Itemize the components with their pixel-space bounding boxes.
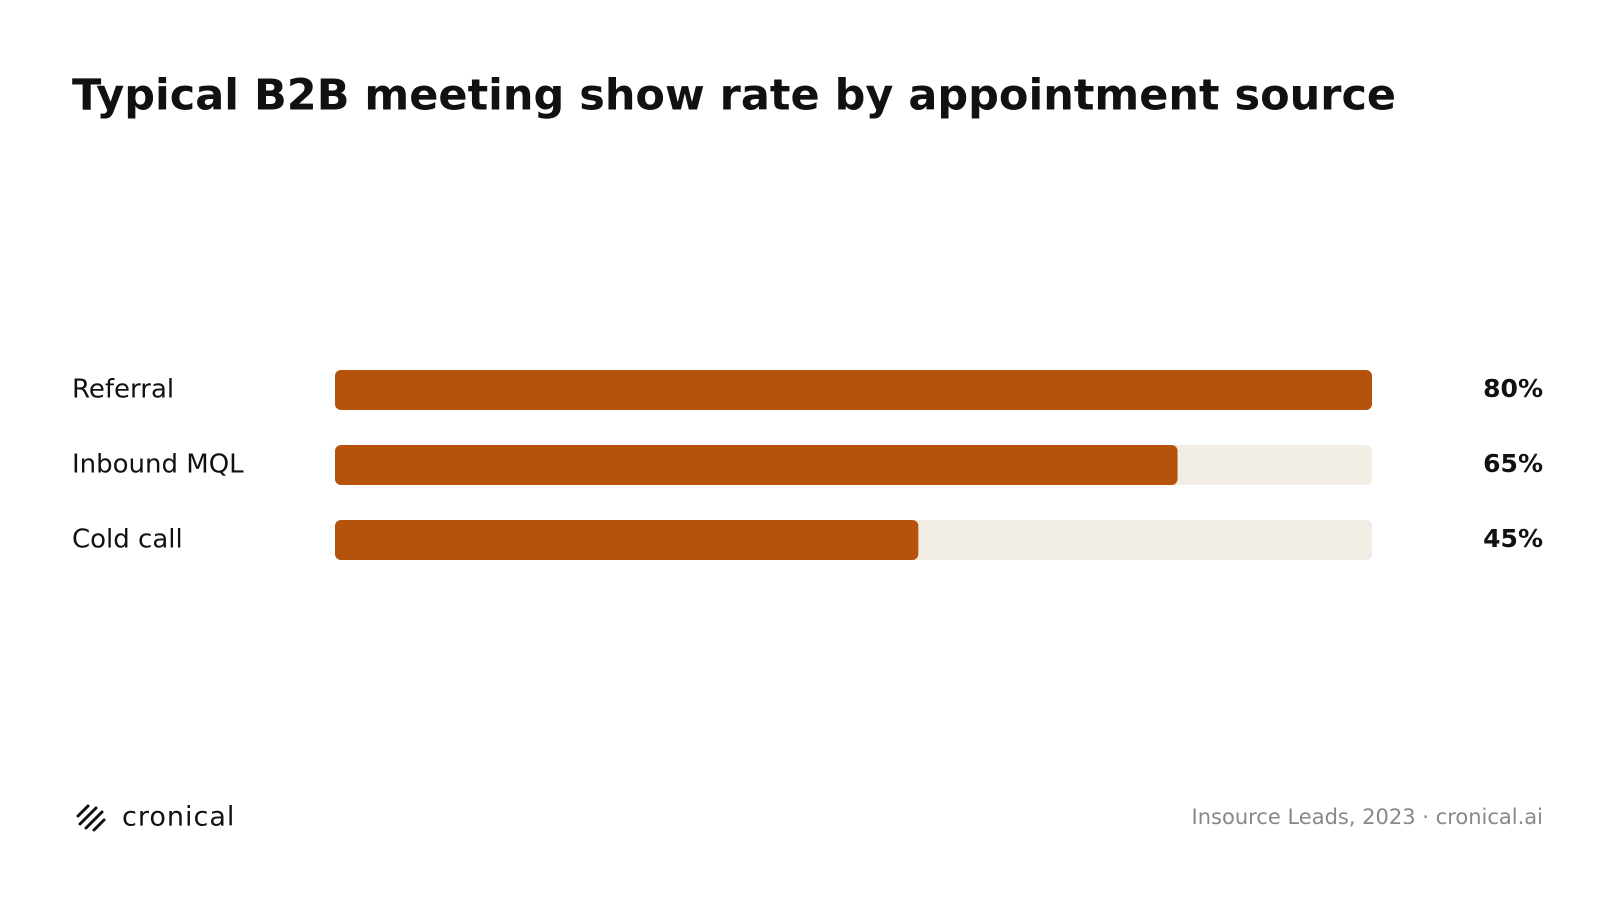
value-label: 80% [1483, 374, 1543, 403]
brand-name: cronical [122, 802, 235, 833]
category-label: Inbound MQL [72, 450, 244, 480]
category-label: Referral [72, 375, 174, 405]
bar [335, 445, 1178, 485]
bar [335, 370, 1372, 410]
source-note: Insource Leads, 2023 · cronical.ai [1192, 805, 1543, 829]
value-label: 45% [1483, 524, 1543, 553]
category-label: Cold call [72, 525, 183, 555]
brand-logo [76, 804, 106, 832]
chart-title: Typical B2B meeting show rate by appoint… [72, 71, 1396, 121]
value-label: 65% [1483, 449, 1543, 478]
bar [335, 520, 919, 560]
